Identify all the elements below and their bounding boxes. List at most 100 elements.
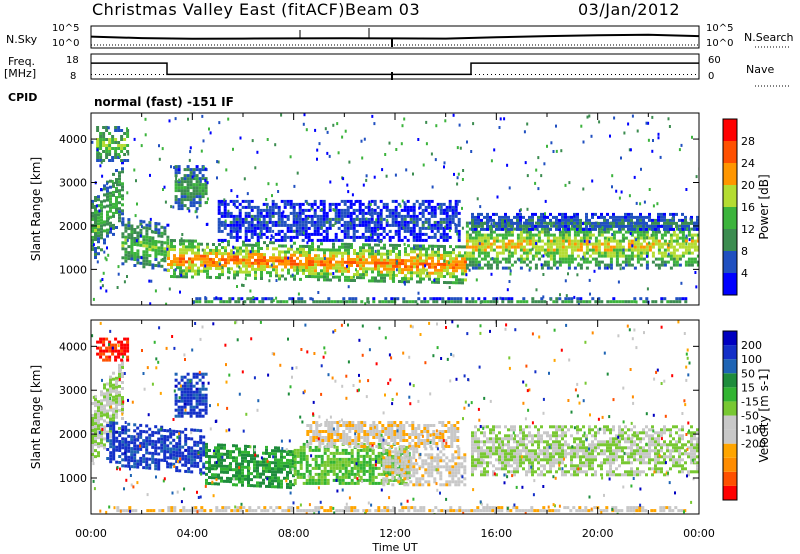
power-cell [656,202,659,206]
power-cell [191,175,194,179]
velocity-cell [103,437,106,441]
power-cell [325,217,329,221]
velocity-cell [247,463,250,466]
velocity-cell [208,455,211,458]
power-cell [145,250,149,254]
power-cell [192,201,196,205]
power-cell [419,271,422,275]
power-cell [320,260,323,264]
power-cell [92,243,95,247]
power-cell [309,297,313,301]
power-cell [651,251,655,255]
power-cell [456,232,459,236]
power-cell [174,174,178,178]
power-cell [458,281,461,285]
power-cell [489,218,492,222]
power-cell [217,226,221,230]
velocity-cell [121,443,125,447]
power-cell [298,214,302,218]
power-cell [185,239,188,243]
power-cell [449,251,452,255]
power-cell [308,248,311,251]
power-cell [564,251,568,255]
power-cell [359,267,362,271]
power-cell [377,252,380,256]
power-cell [558,236,562,240]
power-cell [392,246,395,250]
power-cell [256,208,260,212]
power-cell [483,215,486,219]
velocity-cell [139,459,143,463]
velocity-cell [341,448,345,452]
power-cell [244,226,248,230]
velocity-cell [302,475,306,479]
power-cell [504,219,506,223]
power-cell [534,227,538,231]
power-cell [232,214,236,218]
power-cell [430,223,434,227]
power-cell [96,156,100,159]
power-cell [313,226,317,230]
velocity-cell [178,439,182,443]
power-cell [389,270,392,274]
power-cell [666,218,669,222]
power-cell [437,280,440,284]
power-cell [292,217,296,221]
velocity-cell [151,457,155,461]
velocity-cell [133,453,137,457]
power-cell [585,245,589,249]
power-cell [117,147,121,150]
power-cell [609,300,613,304]
power-cell [430,226,434,230]
power-cell [609,257,613,261]
power-cell [412,238,416,242]
power-cell [192,168,196,172]
power-cell [642,224,645,228]
power-cell [105,156,109,159]
power-cell [331,223,335,227]
power-cell [347,275,350,279]
velocity-cell [280,449,283,453]
velocity-cell [302,442,306,446]
velocity-cell [283,467,286,471]
velocity-cell [320,463,324,467]
power-cell [621,215,624,219]
power-cell [660,297,664,301]
power-cell [112,223,115,227]
power-cell [133,168,136,172]
velocity-cell [94,395,97,399]
power-cell [313,229,317,233]
power-cell [627,218,630,222]
velocity-cell [296,448,300,452]
velocity-cell [148,442,152,446]
power-cell [292,208,296,212]
power-cell [326,237,328,241]
power-cell [389,267,392,271]
power-cell [335,254,338,258]
power-cell [255,242,258,246]
power-cell [180,195,184,199]
power-cell [326,263,329,267]
power-cell [191,239,194,243]
velocity-cell [268,452,271,455]
power-cell [465,233,469,237]
power-cell [277,205,281,209]
power-cell [204,296,207,300]
power-cell [508,250,511,254]
power-cell [162,188,164,191]
power-cell [588,242,592,246]
power-cell [127,227,131,231]
power-cell [334,208,338,212]
power-cell [167,257,170,260]
velocity-cell [323,478,327,482]
velocity-cell [283,455,286,459]
power-cell [289,202,293,206]
power-cell [536,228,539,232]
power-cell [549,218,552,222]
power-cell [640,167,642,171]
power-cell [91,235,94,239]
power-cell [490,226,493,230]
power-cell [299,277,302,281]
power-cell [588,260,592,264]
power-cell [221,266,224,269]
